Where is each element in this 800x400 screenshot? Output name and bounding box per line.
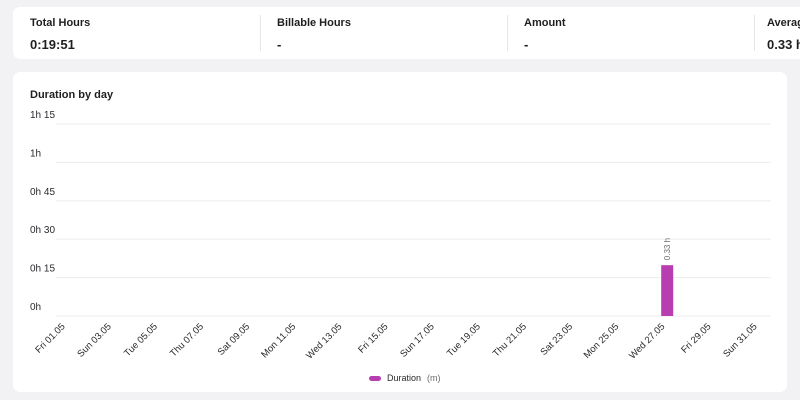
stat-total-hours: Total Hours 0:19:51 [13, 7, 260, 59]
stat-value: - [277, 37, 282, 52]
summary-stats: Total Hours 0:19:51 Billable Hours - Amo… [13, 7, 800, 59]
duration-chart-card: Duration by day 0h 0h 15 0h 30 0h 45 1h 1h 15… [13, 72, 787, 392]
stat-value: 0:19:51 [30, 37, 75, 52]
stat-label: Amount [524, 17, 566, 29]
legend-unit: (m) [427, 373, 441, 383]
x-tick-label: Sat 09.05 [216, 321, 253, 358]
stat-billable-hours: Billable Hours - [260, 7, 507, 59]
x-tick-label: Fri 15.05 [356, 321, 390, 355]
y-tick-label: 0h 30 [30, 225, 55, 236]
bar [661, 265, 674, 316]
stat-label: Billable Hours [277, 17, 351, 29]
x-tick-label: Tue 05.05 [122, 321, 160, 359]
y-tick-label: 1h [30, 148, 41, 159]
chart-legend[interactable]: Duration (m) [369, 373, 441, 383]
chart-title: Duration by day [30, 89, 114, 101]
x-tick-label: Sun 17.05 [398, 321, 436, 359]
x-tick-label: Tue 19.05 [445, 321, 483, 359]
duration-bar-chart: 0h 0h 15 0h 30 0h 45 1h 1h 15 Fri 01.05 Sun 03.… [30, 110, 771, 361]
stat-value: - [524, 37, 529, 52]
bar-data-label: 0.33 h [663, 238, 672, 260]
y-tick-label: 0h 15 [30, 264, 55, 275]
stat-amount: Amount - [507, 7, 754, 59]
y-tick-label: 0h 45 [30, 187, 55, 198]
y-tick-label: 1h 15 [30, 110, 55, 121]
x-tick-label: Sun 31.05 [721, 321, 759, 359]
x-tick-label: Wed 13.05 [304, 321, 344, 361]
x-tick-label: Sun 03.05 [75, 321, 113, 359]
stat-value: 0.33 h [767, 37, 800, 52]
x-tick-label: Wed 27.05 [627, 321, 667, 361]
legend-label: Duration [387, 373, 422, 383]
x-tick-label: Fri 29.05 [679, 321, 713, 355]
stat-average: Average Daily Hours 0.33 h [754, 7, 800, 59]
x-tick-label: Fri 01.05 [33, 321, 67, 355]
stat-label: Total Hours [30, 17, 91, 29]
stat-label: Average Daily Hours [767, 17, 800, 29]
y-tick-label: 0h [30, 302, 41, 313]
x-tick-label: Sat 23.05 [539, 321, 576, 358]
x-tick-label: Mon 25.05 [582, 321, 622, 361]
legend-swatch [369, 375, 381, 381]
x-tick-label: Mon 11.05 [259, 321, 298, 360]
x-tick-label: Thu 07.05 [168, 321, 206, 359]
x-tick-label: Thu 21.05 [491, 321, 529, 359]
